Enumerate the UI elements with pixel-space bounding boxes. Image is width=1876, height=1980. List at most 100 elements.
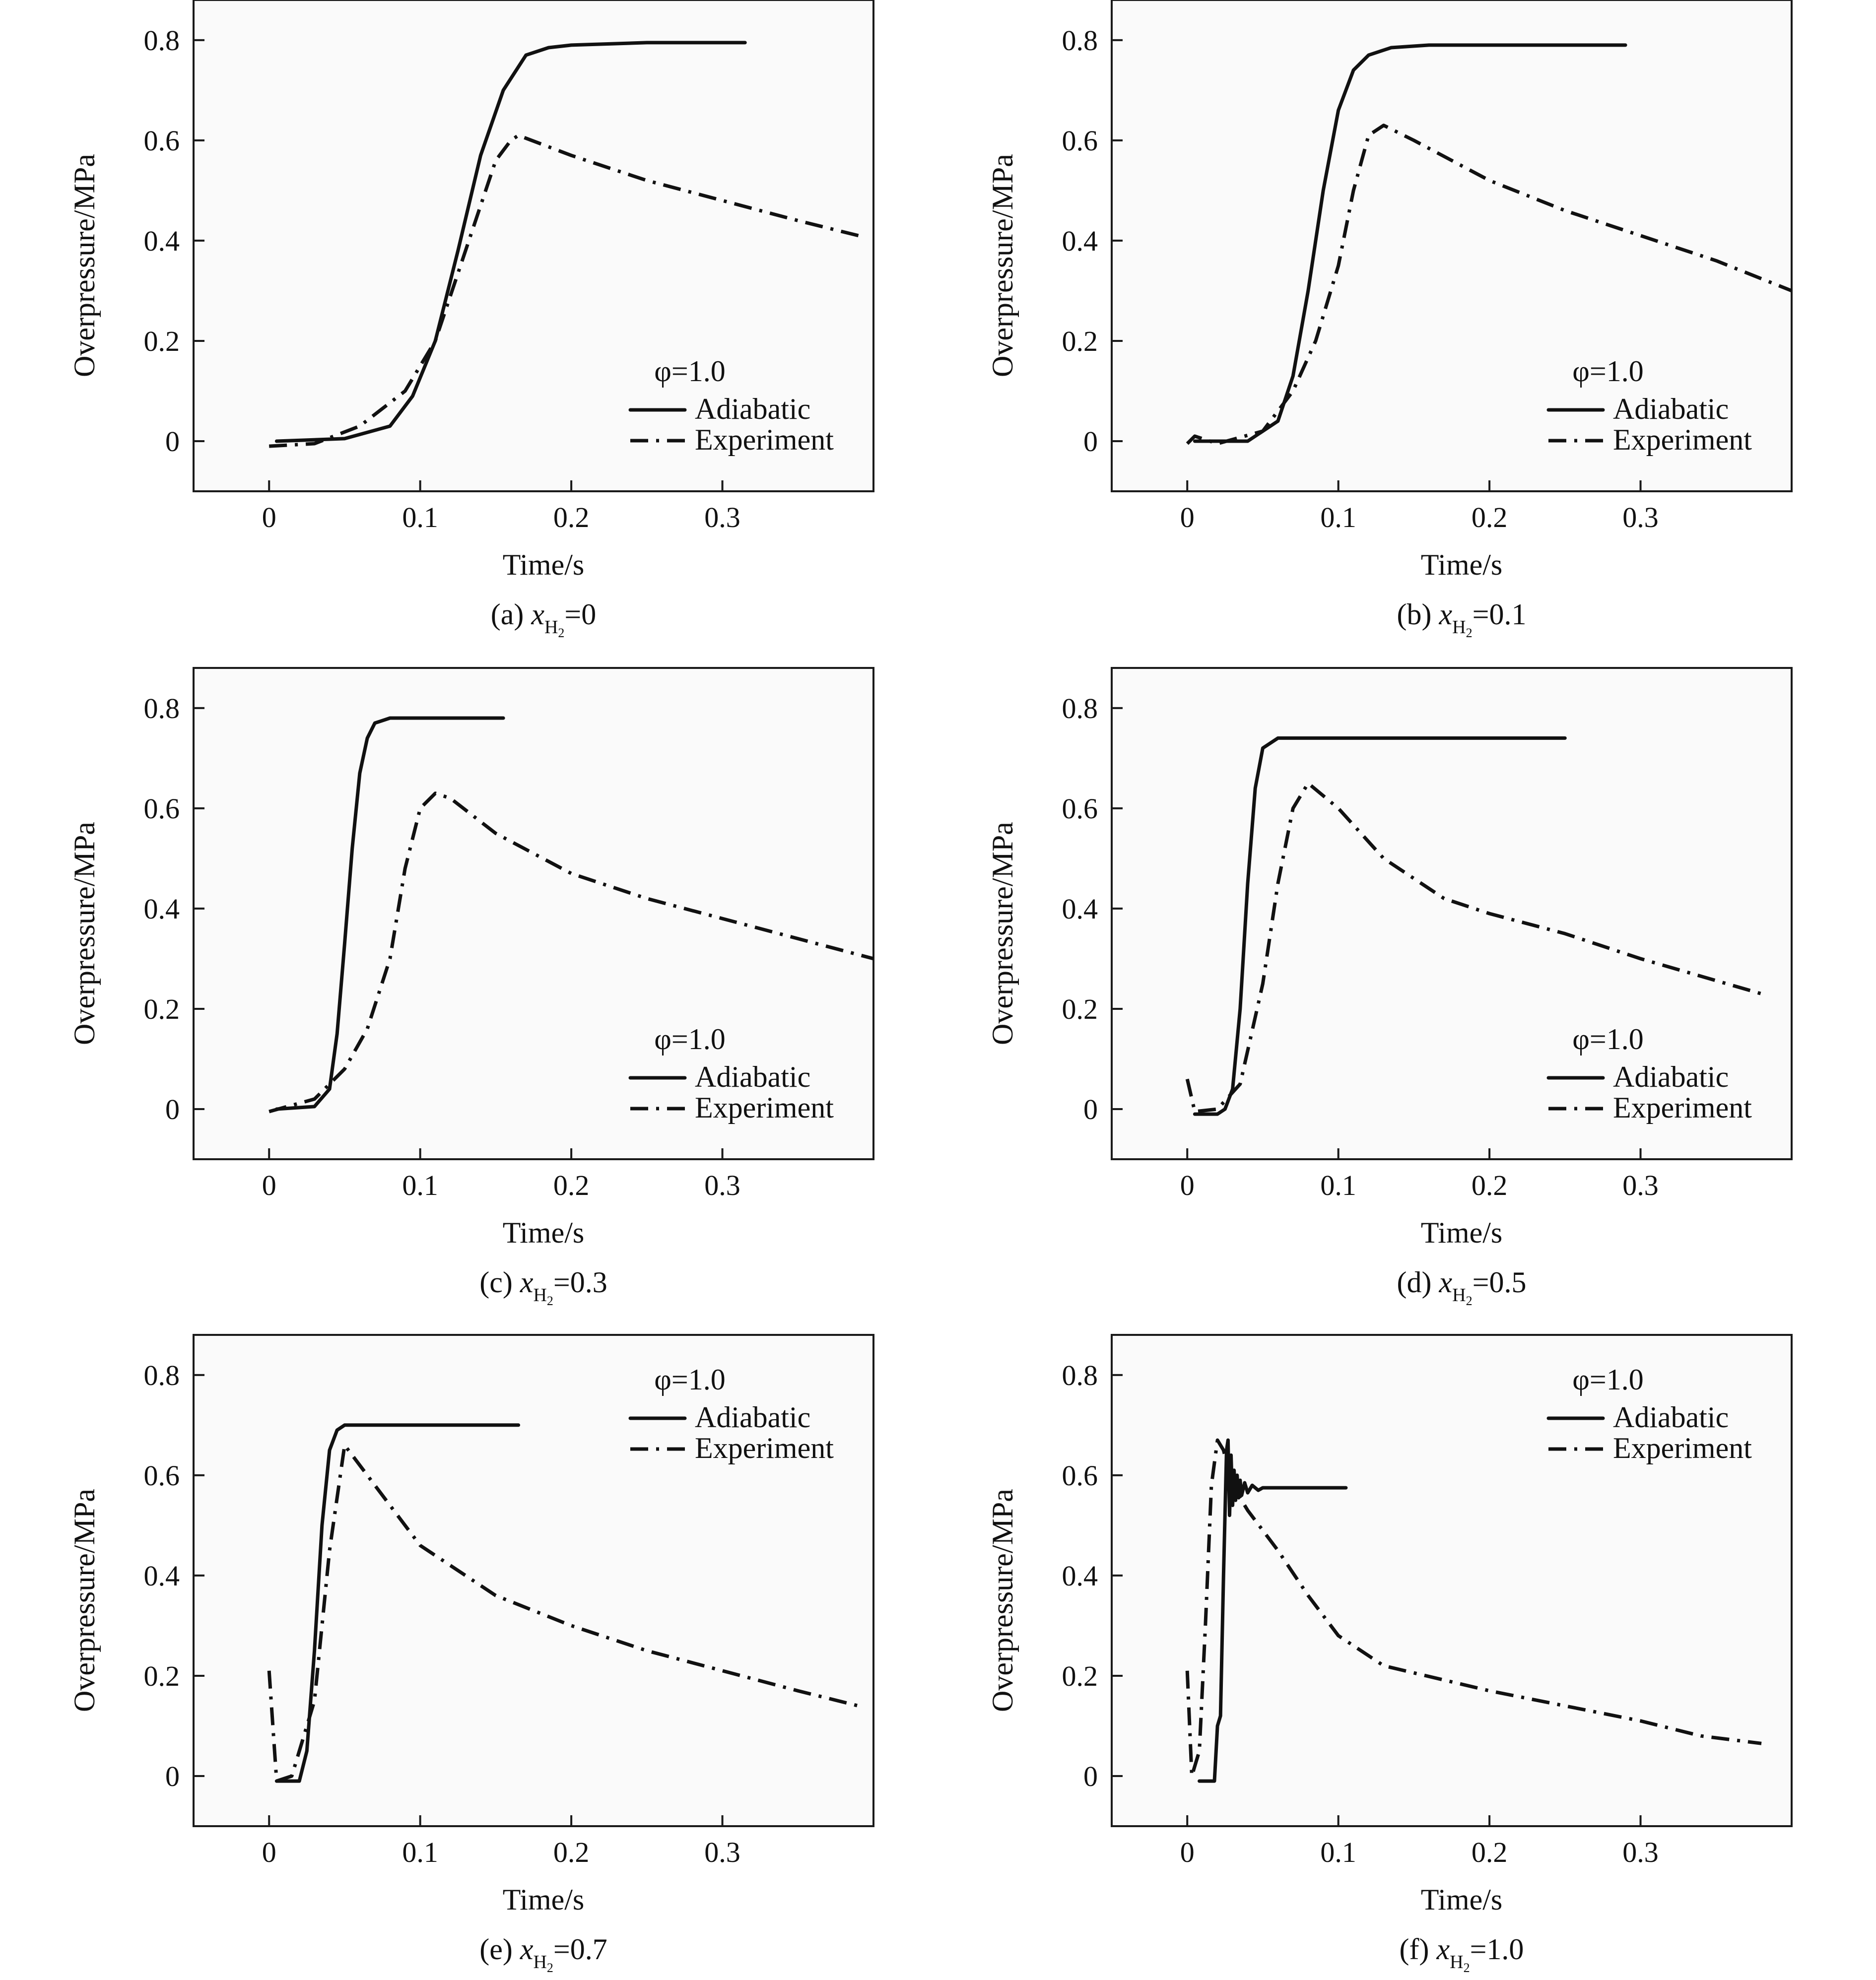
x-tick-label: 0: [1180, 1169, 1195, 1201]
caption-value: =0.3: [553, 1266, 607, 1299]
y-axis-label: Overpressure/MPa: [986, 1489, 1019, 1712]
legend-title: φ=1.0: [654, 1363, 725, 1396]
y-tick-label: 0.2: [144, 993, 180, 1025]
chart-panel: 0 0.1 0.2 0.3 0 0.2 0.4 0.6 0.8 Time/s Overpressur…: [68, 0, 874, 640]
series-line-experiment: [268, 792, 874, 1114]
x-tick-label: 0.2: [1472, 1169, 1508, 1201]
y-tick-label: 0.8: [1062, 24, 1098, 57]
legend-entry: Adiabatic: [1613, 1401, 1729, 1434]
caption-subsubscript: 2: [547, 1294, 553, 1308]
x-tick-label: 0.3: [1622, 1836, 1659, 1868]
x-tick-label: 0.1: [402, 1836, 438, 1868]
legend-entry: Adiabatic: [695, 1060, 810, 1093]
y-tick-label: 0.4: [1062, 225, 1098, 257]
y-tick-label: 0.6: [1062, 1459, 1098, 1492]
x-tick-label: 0.1: [402, 1169, 438, 1201]
y-axis-label: Overpressure/MPa: [68, 1489, 101, 1712]
y-tick-label: 0: [1083, 1093, 1098, 1125]
x-tick-label: 0.1: [1320, 1169, 1356, 1201]
caption-variable: x: [520, 1266, 534, 1299]
series-line-adiabatic: [274, 716, 505, 1111]
caption-value: =0.7: [553, 1933, 607, 1966]
legend-title: φ=1.0: [1572, 355, 1643, 388]
caption-value: =0.1: [1473, 598, 1527, 631]
y-tick-label: 0.8: [144, 24, 180, 57]
plot-frame: [1111, 0, 1793, 492]
y-tick-label: 0: [165, 1093, 180, 1125]
panel-caption: (b) xH2=0.1: [1397, 598, 1527, 640]
y-tick-label: 0.6: [144, 125, 180, 157]
caption-prefix: (f): [1400, 1933, 1437, 1966]
caption-subsubscript: 2: [547, 1961, 553, 1975]
y-tick-label: 0.4: [1062, 893, 1098, 925]
caption-variable: x: [1436, 1933, 1450, 1966]
y-tick-label: 0.4: [1062, 1560, 1098, 1592]
legend-entry: Experiment: [1613, 1091, 1752, 1124]
chart-panel: 0 0.1 0.2 0.3 0 0.2 0.4 0.6 0.8 Time/s Overpressur…: [68, 1334, 874, 1975]
caption-subsubscript: 2: [558, 626, 564, 640]
y-axis-label: Overpressure/MPa: [986, 154, 1019, 377]
x-tick-label: 0.1: [402, 501, 438, 533]
y-tick-label: 0.8: [1062, 1359, 1098, 1391]
panel-caption: (f) xH2=1.0: [1400, 1933, 1524, 1975]
caption-prefix: (d): [1397, 1266, 1439, 1299]
caption-subscript: H: [533, 1285, 546, 1306]
legend-entry: Adiabatic: [695, 393, 810, 425]
caption-value: =1.0: [1470, 1933, 1524, 1966]
legend-entry: Experiment: [1613, 423, 1752, 456]
panel-caption: (a) xH2=0: [491, 598, 597, 640]
x-tick-label: 0.3: [1622, 501, 1659, 533]
plot-frame: [1111, 667, 1793, 1160]
x-tick-label: 0.2: [1472, 501, 1508, 533]
x-tick-label: 0.2: [553, 1169, 590, 1201]
y-axis-label: Overpressure/MPa: [68, 154, 101, 377]
y-tick-label: 0: [1083, 425, 1098, 458]
y-tick-label: 0.2: [144, 1660, 180, 1692]
chart-panel: 0 0.1 0.2 0.3 0 0.2 0.4 0.6 0.8 Time/s Overpressur…: [986, 667, 1793, 1308]
y-tick-label: 0.6: [1062, 792, 1098, 825]
series-line-experiment: [1186, 124, 1793, 446]
caption-variable: x: [1439, 1266, 1453, 1299]
caption-prefix: (e): [479, 1933, 520, 1966]
x-axis-label: Time/s: [503, 1883, 585, 1916]
y-tick-label: 0: [1083, 1760, 1098, 1792]
x-axis-label: Time/s: [1421, 1883, 1503, 1916]
chart-panel: 0 0.1 0.2 0.3 0 0.2 0.4 0.6 0.8 Time/s Overpressur…: [986, 1334, 1793, 1975]
x-tick-label: 0.2: [1472, 1836, 1508, 1868]
legend-entry: Experiment: [695, 1432, 834, 1464]
caption-value: =0.5: [1473, 1266, 1527, 1299]
chart-panel: 0 0.1 0.2 0.3 0 0.2 0.4 0.6 0.8 Time/s Overpressur…: [986, 0, 1793, 640]
legend-title: φ=1.0: [1572, 1023, 1643, 1056]
x-axis-label: Time/s: [1421, 1216, 1503, 1249]
caption-prefix: (a): [491, 598, 532, 631]
series-line-experiment: [1185, 1438, 1762, 1778]
caption-variable: x: [531, 598, 544, 631]
caption-prefix: (c): [479, 1266, 520, 1299]
y-tick-label: 0.2: [144, 325, 180, 357]
caption-subscript: H: [544, 617, 558, 638]
x-tick-label: 0: [1180, 501, 1195, 533]
y-tick-label: 0.4: [144, 225, 180, 257]
x-tick-label: 0.1: [1320, 501, 1356, 533]
caption-subsubscript: 2: [1464, 1961, 1470, 1975]
legend-entry: Adiabatic: [695, 1401, 810, 1434]
x-axis-label: Time/s: [1421, 548, 1503, 581]
y-tick-label: 0.4: [144, 1560, 180, 1592]
series-line-adiabatic: [1193, 736, 1567, 1116]
caption-prefix: (b): [1397, 598, 1439, 631]
x-tick-label: 0.2: [553, 1836, 590, 1868]
legend-title: φ=1.0: [654, 355, 725, 388]
legend-title: φ=1.0: [1572, 1363, 1643, 1396]
y-tick-label: 0.2: [1062, 325, 1098, 357]
panel-caption: (d) xH2=0.5: [1397, 1266, 1527, 1308]
caption-value: =0: [564, 598, 596, 631]
x-tick-label: 0.1: [1320, 1836, 1356, 1868]
x-tick-label: 0.3: [704, 1169, 740, 1201]
y-tick-label: 0.8: [144, 692, 180, 725]
caption-subscript: H: [1452, 1285, 1466, 1306]
panel-caption: (e) xH2=0.7: [479, 1933, 607, 1975]
y-tick-label: 0: [165, 425, 180, 458]
series-line-adiabatic: [274, 1423, 521, 1783]
x-tick-label: 0.3: [704, 501, 740, 533]
